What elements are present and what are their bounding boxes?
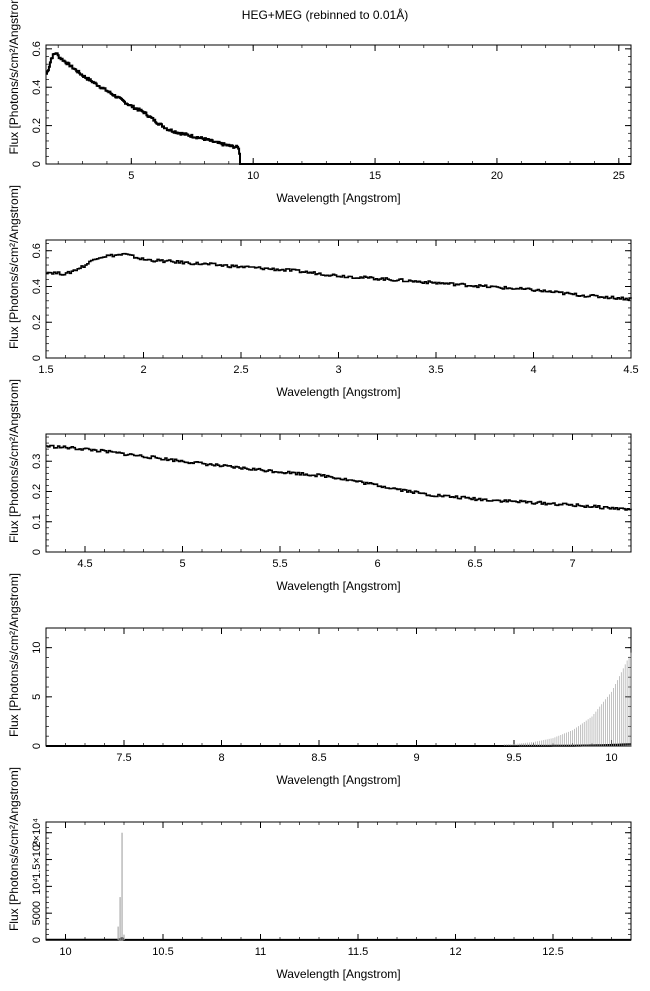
x-tick-label: 15: [369, 170, 381, 182]
chart-panel-3: 4.5 5 5.5 6 6.5 7 0 0.1 0.2 0.3 Wavelength [Angstr…: [7, 379, 632, 593]
x-tick-label: 4: [530, 364, 536, 376]
series-line: [46, 252, 632, 301]
x-axis-label: Wavelength [Angstrom]: [276, 773, 400, 787]
y-tick-label: 1.5×10⁴: [31, 840, 43, 879]
x-axis-label: Wavelength [Angstrom]: [276, 385, 400, 399]
x-tick-label: 12: [449, 946, 461, 958]
x-tick-label: 12.5: [542, 946, 563, 958]
y-tick-label: 10⁴: [31, 878, 43, 895]
plot-frame: [45, 627, 632, 747]
x-axis-label: Wavelength [Angstrom]: [276, 967, 400, 981]
y-tick-label: 0.2: [31, 118, 43, 133]
y-tick-label: 0.4: [31, 279, 43, 294]
x-tick-label: 10: [247, 170, 259, 182]
y-tick-label: 0: [31, 743, 43, 749]
y-tick-label: 0.3: [31, 454, 43, 469]
x-tick-label: 20: [491, 170, 503, 182]
y-tick-label: 0.4: [31, 80, 43, 95]
chart-panel-4: 7.5 8 8.5 9 9.5 10 0 5 10 Wavelength [Angstrom] Fl…: [7, 573, 632, 787]
page-title: HEG+MEG (rebinned to 0.01Å): [241, 8, 409, 22]
x-tick-label: 1.5: [38, 364, 53, 376]
plot-frame: [45, 821, 632, 941]
x-tick-label: 9.5: [506, 752, 521, 764]
y-tick-label: 5: [31, 694, 43, 700]
series-line: [46, 444, 632, 511]
series-baseline: [46, 936, 631, 941]
y-tick-label: 0.6: [31, 243, 43, 258]
x-tick-label: 2.5: [233, 364, 248, 376]
chart-panel-2: 1.5 2 2.5 3 3.5 4 4.5 0 0.2 0.4 0.6 Wavelength [Ang…: [7, 185, 639, 399]
x-tick-label: 7: [569, 558, 575, 570]
x-tick-label: 8.5: [311, 752, 326, 764]
x-tick-label: 7.5: [116, 752, 131, 764]
y-tick-label: 0.6: [31, 41, 43, 56]
y-axis-label: Flux [Photons/s/cm²/Angstrom]: [7, 573, 21, 737]
y-tick-label: 0: [31, 549, 43, 555]
y-axis-label: Flux [Photons/s/cm²/Angstrom]: [7, 185, 21, 349]
x-axis-label: Wavelength [Angstrom]: [276, 579, 400, 593]
x-tick-label: 5: [179, 558, 185, 570]
x-tick-label: 3.5: [428, 364, 443, 376]
x-tick-label: 11: [255, 946, 266, 958]
y-axis-label: Flux [Photons/s/cm²/Angstrom]: [7, 379, 21, 543]
series-line: [46, 52, 631, 165]
y-tick-label: 0: [31, 937, 43, 943]
x-tick-label: 6: [374, 558, 380, 570]
x-tick-label: 5: [128, 170, 134, 182]
x-axis-label: Wavelength [Angstrom]: [276, 191, 400, 205]
x-tick-label: 10.5: [152, 946, 173, 958]
x-tick-label: 8: [218, 752, 224, 764]
x-tick-label: 5.5: [272, 558, 287, 570]
y-axis-label: Flux [Photons/s/cm²/Angstrom]: [7, 767, 21, 931]
x-tick-label: 9: [413, 752, 419, 764]
y-tick-label: 5000: [31, 901, 43, 925]
chart-panel-1: 5 10 15 20 25 0 0.2 0.4 0.6 Wavelength [Angstrom]…: [7, 0, 632, 205]
y-tick-label: 0.1: [31, 514, 43, 529]
y-tick-label: 0.2: [31, 315, 43, 330]
y-tick-label: 2×10⁴: [31, 818, 43, 848]
plot-frame: [45, 44, 632, 165]
x-tick-label: 6.5: [467, 558, 482, 570]
plot-frame: [45, 433, 632, 553]
y-tick-label: 0: [31, 161, 43, 167]
x-tick-label: 25: [613, 170, 625, 182]
x-tick-label: 10: [605, 752, 617, 764]
y-tick-label: 0.2: [31, 484, 43, 499]
x-tick-label: 4.5: [77, 558, 92, 570]
x-tick-label: 10: [59, 946, 71, 958]
y-axis-label: Flux [Photons/s/cm²/Angstrom]: [7, 0, 21, 155]
x-tick-label: 3: [335, 364, 341, 376]
x-tick-label: 2: [140, 364, 146, 376]
y-tick-label: 0: [31, 355, 43, 361]
y-tick-label: 10: [31, 642, 43, 654]
x-tick-label: 11.5: [348, 946, 369, 958]
x-tick-label: 4.5: [623, 364, 638, 376]
